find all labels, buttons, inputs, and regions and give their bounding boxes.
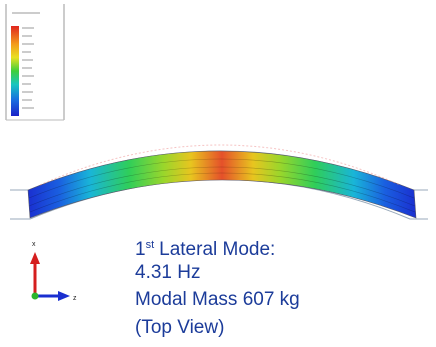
mode-label: Lateral Mode:: [159, 239, 275, 260]
beam: [10, 145, 428, 219]
axis-triad: x z: [30, 241, 77, 302]
color-bar: [11, 26, 19, 116]
deformed-beam: [28, 151, 416, 218]
triad-right-label: z: [73, 295, 77, 302]
triad-up-label: x: [32, 241, 36, 248]
modal-mass: Modal Mass 607 kg: [135, 289, 300, 311]
mode-number: 1: [135, 239, 146, 260]
page: x z 1st Lateral Mode: 4.31 Hz Modal Mass …: [0, 0, 436, 347]
view-label: (Top View): [135, 317, 224, 339]
caption-line: 1st Lateral Mode:: [135, 234, 275, 261]
frequency: 4.31 Hz: [135, 262, 200, 284]
ordinal-suffix: st: [146, 239, 155, 251]
legend: [6, 4, 64, 120]
